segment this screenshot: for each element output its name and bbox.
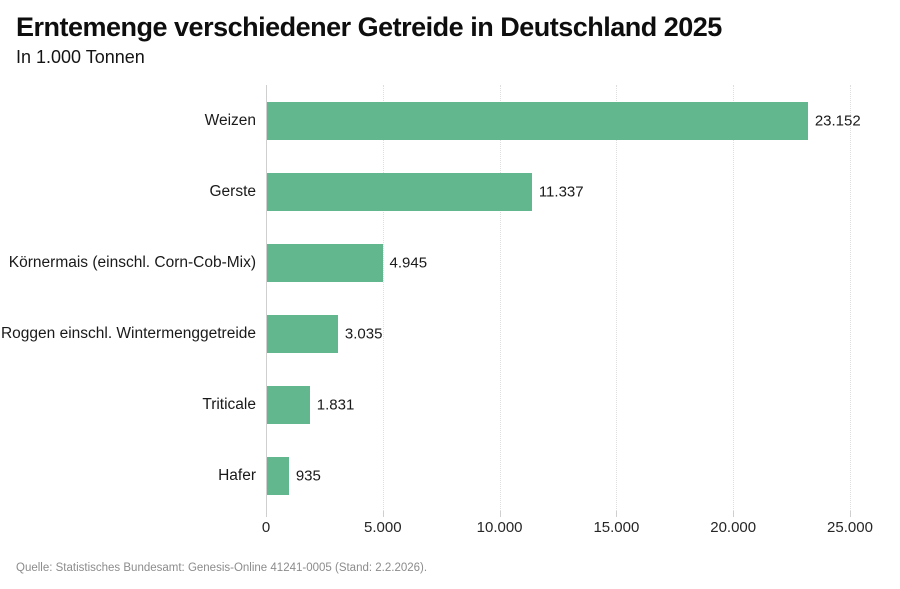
x-tick-label-10000: 10.000 <box>476 519 523 536</box>
chart-title: Erntemenge verschiedener Getreide in Deu… <box>16 12 722 42</box>
category-label-3: Körnermais (einschl. Corn-Cob-Mix) <box>8 253 256 271</box>
chart-subtitle: In 1.000 Tonnen <box>16 47 145 67</box>
source-note: Quelle: Statistisches Bundesamt: Genesis… <box>16 562 428 574</box>
bar-3 <box>267 243 383 282</box>
x-tick-label-15000: 15.000 <box>593 519 640 536</box>
bar-1 <box>267 101 808 140</box>
category-label-4: Roggen einschl. Wintermenggetreide <box>0 324 256 342</box>
gridline-x-15000 <box>616 85 618 511</box>
x-tick-mark-20000 <box>733 511 735 517</box>
value-label-5: 1.831 <box>316 396 355 413</box>
bar-6 <box>267 456 289 495</box>
x-tick-label-5000: 5.000 <box>364 519 402 536</box>
category-label-1: Weizen <box>204 111 256 129</box>
value-label-2: 11.337 <box>538 183 584 200</box>
category-label-5: Triticale <box>202 395 256 413</box>
value-label-1: 23.152 <box>814 112 861 129</box>
x-tick-mark-15000 <box>616 511 618 517</box>
gridline-x-10000 <box>499 85 501 511</box>
x-tick-label-25000: 25.000 <box>827 519 873 536</box>
plot-area: 23.152 11.337 4.945 3.035 1.831 935 <box>266 85 861 511</box>
gridline-x-20000 <box>733 85 735 511</box>
value-label-6: 935 <box>295 467 321 484</box>
x-tick-mark-25000 <box>850 511 851 517</box>
bar-5 <box>267 385 310 424</box>
value-label-4: 3.035 <box>344 325 383 342</box>
bar-4 <box>267 314 338 353</box>
y-axis-line <box>266 85 267 511</box>
x-tick-label-0: 0 <box>261 519 271 536</box>
x-tick-label-20000: 20.000 <box>710 519 757 536</box>
x-tick-mark-5000 <box>382 511 384 517</box>
category-label-2: Gerste <box>209 182 256 200</box>
value-label-3: 4.945 <box>389 254 428 271</box>
bar-2 <box>267 172 532 211</box>
gridline-x-25000 <box>850 85 851 511</box>
gridline-x-5000 <box>382 85 384 511</box>
x-tick-mark-0 <box>266 511 267 517</box>
category-label-6: Hafer <box>218 466 256 484</box>
x-tick-mark-10000 <box>499 511 501 517</box>
